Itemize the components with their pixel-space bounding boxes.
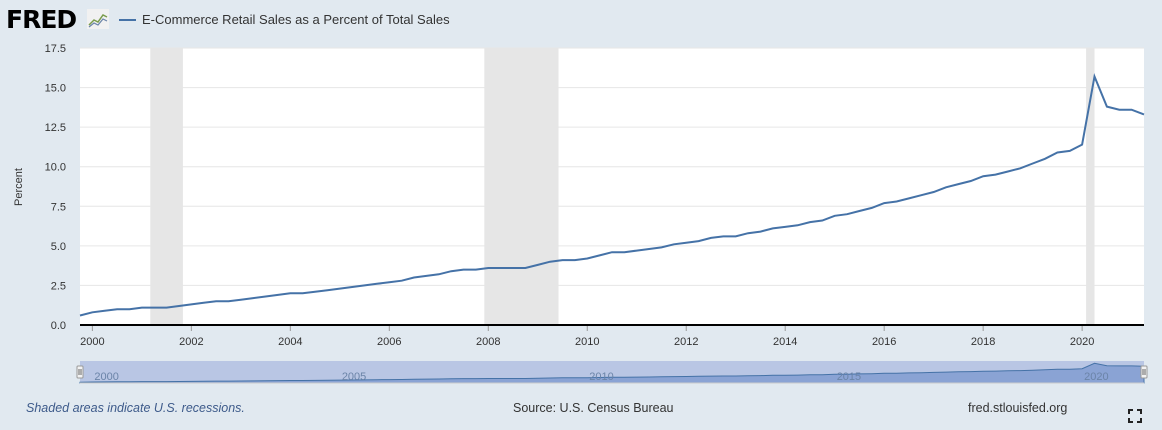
y-axis-ticks: 0.0 2.5 5.0 7.5 10.0 12.5 15.0 17.5 [45, 43, 66, 332]
x-tick-label: 2010 [575, 336, 599, 348]
grid-lines [80, 47, 1144, 286]
y-tick-label: 17.5 [45, 43, 66, 55]
navigator[interactable]: 2000 2005 2010 2015 2020 [76, 361, 1148, 384]
plot-area [80, 48, 1144, 325]
chart-header: FRED E-Commerce Retail Sales as a Percen… [0, 0, 1162, 40]
navigator-label: 2020 [1084, 371, 1108, 383]
x-tick-label: 2000 [80, 336, 104, 348]
site-link[interactable]: fred.stlouisfed.org [968, 401, 1068, 415]
fred-logo[interactable]: FRED [6, 5, 77, 34]
x-tick-label: 2004 [278, 336, 302, 348]
navigator-handle-right[interactable] [1140, 365, 1148, 379]
y-tick-label: 0.0 [51, 320, 66, 332]
y-axis-label: Percent [13, 168, 25, 206]
x-tick-label: 2006 [377, 336, 401, 348]
series-line[interactable] [79, 72, 1145, 317]
legend-swatch [119, 18, 136, 21]
y-tick-label: 12.5 [45, 122, 66, 134]
navigator-label: 2005 [342, 371, 366, 383]
y-tick-label: 10.0 [45, 162, 66, 174]
fullscreen-icon[interactable] [1128, 409, 1142, 423]
x-tick-label: 2008 [476, 336, 500, 348]
recession-band-1 [484, 48, 559, 325]
fred-graph-icon [87, 9, 109, 29]
x-tick-label: 2002 [179, 336, 203, 348]
x-tick-label: 2020 [1070, 336, 1094, 348]
recession-band-0 [150, 48, 183, 325]
recession-note: Shaded areas indicate U.S. recessions. [26, 401, 245, 415]
source-text: Source: U.S. Census Bureau [513, 401, 674, 415]
navigator-handle-left[interactable] [76, 365, 84, 379]
navigator-label: 2015 [837, 371, 861, 383]
navigator-label: 2010 [589, 371, 613, 383]
recession-band-2 [1086, 48, 1095, 325]
x-tick-label: 2012 [674, 336, 698, 348]
chart-svg[interactable]: 0.02.55.07.510.012.515.017.5 2000 2002 200… [0, 0, 1162, 400]
y-tick-label: 5.0 [51, 241, 66, 253]
recession-bands [150, 48, 1095, 325]
legend-label: E-Commerce Retail Sales as a Percent of … [142, 12, 450, 27]
y-tick-label: 2.5 [51, 280, 66, 292]
navigator-series [79, 362, 1145, 384]
y-tick-label: 7.5 [51, 201, 66, 213]
x-tick-label: 2014 [773, 336, 797, 348]
x-axis-ticks: 2000 2002 2004 2006 2008 2010 2012 2014 2016 2018… [80, 325, 1094, 348]
y-tick-label: 15.0 [45, 83, 66, 95]
navigator-label: 2000 [94, 371, 118, 383]
legend-item[interactable]: E-Commerce Retail Sales as a Percent of … [119, 12, 450, 27]
x-tick-label: 2018 [971, 336, 995, 348]
x-tick-label: 2016 [872, 336, 896, 348]
